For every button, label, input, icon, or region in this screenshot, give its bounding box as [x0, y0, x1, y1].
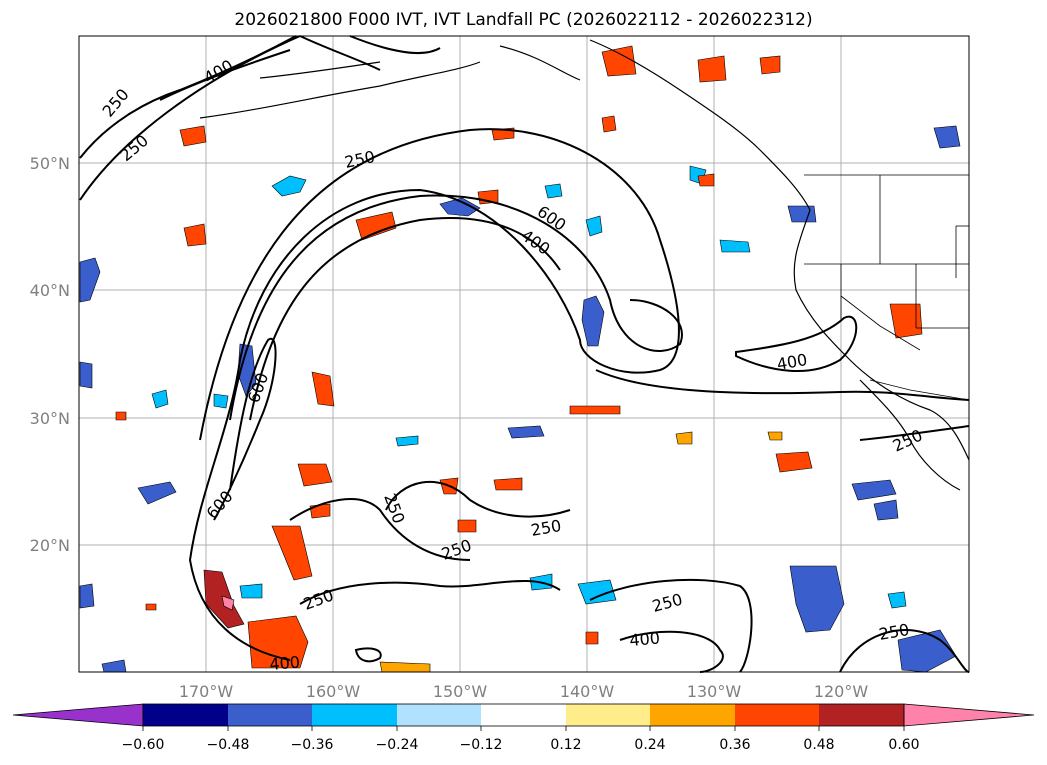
lon-tick: 150°W	[433, 682, 488, 701]
colorbar-segment	[650, 704, 735, 726]
colorbar-segment	[228, 704, 312, 726]
lat-tick: 30°N	[30, 409, 70, 428]
colorbar-tick-label: 0.48	[803, 737, 834, 753]
colorbar-segment	[735, 704, 819, 726]
lon-tick-labels: 170°W 160°W 150°W 140°W 130°W 120°W	[179, 682, 869, 701]
lon-tick: 130°W	[687, 682, 742, 701]
map-plot-area: 250 400 250 250 600 400 600 600 250 250 …	[78, 35, 970, 674]
colorbar-segment	[819, 704, 904, 726]
colorbar-tick-label: 0.60	[888, 737, 919, 753]
label-400-southwest: 400	[269, 652, 301, 674]
lon-tick: 120°W	[814, 682, 869, 701]
lat-tick-labels: 50°N 40°N 30°N 20°N	[30, 154, 70, 555]
lat-tick: 50°N	[30, 154, 70, 173]
lon-tick: 160°W	[306, 682, 361, 701]
coastlines	[199, 39, 970, 491]
negative-anomaly-patches	[79, 125, 961, 673]
lat-tick: 20°N	[30, 536, 70, 555]
colorbar-tick-label: 0.12	[550, 737, 581, 753]
colorbar-tick-label: −0.36	[291, 737, 334, 753]
lon-tick: 170°W	[179, 682, 234, 701]
colorbar-segment	[397, 704, 481, 726]
colorbar-segment	[566, 704, 650, 726]
colorbar-tick-label: −0.60	[122, 737, 165, 753]
colorbar-segment	[481, 704, 566, 726]
label-400-south: 400	[629, 628, 661, 650]
colorbar: −0.60 −0.48 −0.36 −0.24 −0.12 0.12 0.24 …	[12, 703, 1035, 753]
colorbar-segment	[312, 704, 397, 726]
colorbar-segment	[143, 704, 228, 726]
map-title: 2026021800 F000 IVT, IVT Landfall PC (20…	[234, 10, 813, 30]
lat-tick: 40°N	[30, 281, 70, 300]
borders	[804, 174, 970, 401]
colorbar-tick-label: 0.36	[719, 737, 750, 753]
ivt-contours	[79, 35, 970, 673]
colorbar-tick-label: −0.24	[376, 737, 419, 753]
colorbar-tick-label: 0.24	[634, 737, 665, 753]
lon-tick: 140°W	[560, 682, 615, 701]
colorbar-extend-low	[12, 703, 144, 727]
colorbar-extend-high	[903, 703, 1035, 727]
colorbar-tick-label: −0.12	[460, 737, 503, 753]
colorbar-tick-label: −0.48	[207, 737, 250, 753]
